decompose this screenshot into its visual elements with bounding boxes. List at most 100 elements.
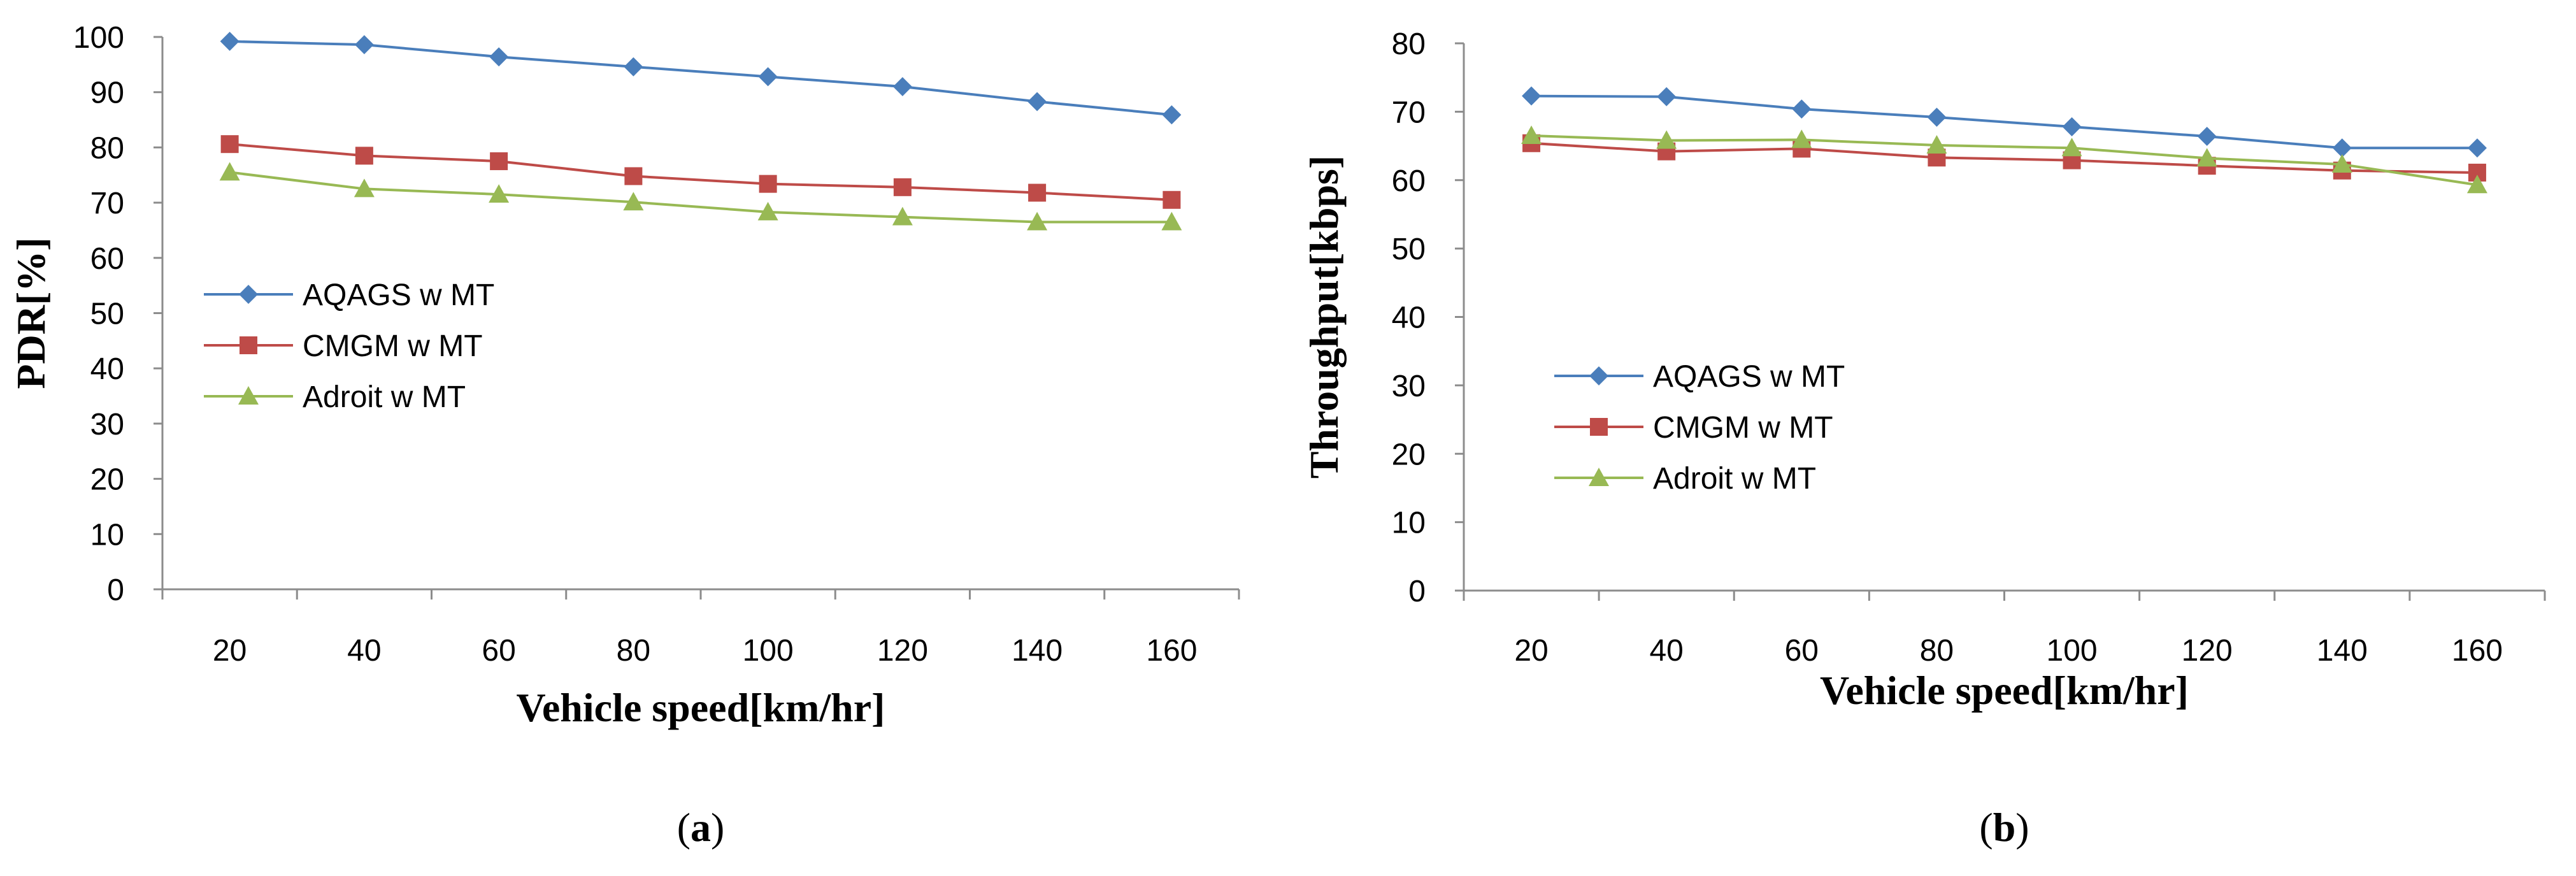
chart-b-legend-label: AQAGS w MT bbox=[1653, 360, 1845, 394]
chart-a-data-point bbox=[1028, 183, 1047, 202]
chart-b-data-point bbox=[1522, 86, 1542, 106]
chart-b-data-point bbox=[1927, 107, 1947, 127]
chart-a-data-point bbox=[623, 192, 644, 211]
chart-a-series-3 bbox=[219, 162, 1182, 231]
chart-a-caption: (a) bbox=[677, 805, 725, 850]
chart-a-y-axis-title: PDR[%] bbox=[8, 237, 54, 389]
chart-a-data-point bbox=[355, 147, 373, 165]
chart-b-throughput: 0 10 20 30 40 50 60 70 80 20 40 60 80 100 120 140 160 Veh… bbox=[1301, 27, 2546, 850]
chart-b-legend-marker bbox=[1590, 418, 1608, 436]
chart-b-data-point bbox=[2467, 138, 2487, 158]
chart-a-data-point bbox=[624, 167, 643, 185]
chart-a-data-point bbox=[489, 184, 510, 203]
chart-a-legend-marker bbox=[240, 336, 257, 354]
chart-b-x-tick-label: 20 bbox=[1514, 634, 1548, 668]
chart-b-data-point bbox=[2197, 127, 2217, 147]
chart-b-data-point bbox=[2062, 117, 2082, 136]
chart-b-legend-label: Adroit w MT bbox=[1653, 462, 1816, 496]
chart-a-series-line bbox=[229, 171, 1172, 224]
chart-b-data-point bbox=[1791, 129, 1812, 148]
chart-a-data-point bbox=[892, 77, 912, 97]
chart-a-data-point bbox=[354, 178, 375, 197]
chart-a-data-point bbox=[219, 162, 240, 181]
chart-a-x-tick-label: 40 bbox=[347, 634, 381, 668]
chart-b-x-tick-label: 120 bbox=[2182, 634, 2233, 668]
chart-b-y-tick-label: 20 bbox=[1392, 438, 1426, 471]
chart-a-y-tick-label: 30 bbox=[90, 408, 124, 442]
chart-a-legend-label: CMGM w MT bbox=[303, 329, 483, 363]
chart-a-x-tick-label: 80 bbox=[617, 634, 650, 668]
chart-a-series-line bbox=[229, 143, 1172, 201]
chart-a-data-point bbox=[759, 175, 777, 193]
chart-a-x-tick-label: 160 bbox=[1146, 634, 1197, 668]
chart-b-y-tick-label: 50 bbox=[1392, 233, 1426, 266]
chart-b-data-point bbox=[1926, 134, 1947, 154]
chart-b-legend-marker bbox=[1589, 468, 1609, 486]
chart-a-data-point bbox=[624, 57, 643, 76]
chart-b-x-tick-label: 40 bbox=[1649, 634, 1683, 668]
chart-b-series-3 bbox=[1521, 125, 2487, 194]
chart-b-data-point bbox=[2466, 175, 2487, 194]
chart-a-legend-label: Adroit w MT bbox=[303, 380, 466, 414]
chart-b-data-point bbox=[1656, 130, 1677, 149]
chart-a-x-axis-title: Vehicle speed[km/hr] bbox=[517, 685, 885, 730]
chart-a-data-point bbox=[893, 178, 912, 196]
chart-b-y-axis-title: Throughput[kbps] bbox=[1301, 155, 1347, 479]
chart-a-data-point bbox=[1161, 212, 1182, 231]
chart-b-data-point bbox=[2331, 154, 2352, 173]
chart-a-x-tick-label: 60 bbox=[482, 634, 515, 668]
chart-a-series-1 bbox=[220, 31, 1182, 125]
chart-a-data-point bbox=[490, 152, 508, 171]
chart-b-x-tick-label: 80 bbox=[1920, 634, 1954, 668]
chart-a-legend-marker bbox=[238, 386, 259, 405]
chart-a-y-tick-label: 100 bbox=[73, 21, 124, 55]
chart-a-data-point bbox=[489, 47, 509, 67]
chart-a-y-tick-label: 50 bbox=[90, 298, 124, 331]
chart-b-y-tick-label: 0 bbox=[1408, 575, 1426, 608]
chart-a-data-point bbox=[892, 206, 913, 226]
chart-a-x-tick-label: 140 bbox=[1012, 634, 1063, 668]
chart-a-y-tick-label: 60 bbox=[90, 242, 124, 276]
chart-b-x-tick-label: 60 bbox=[1785, 634, 1819, 668]
chart-a-data-point bbox=[1027, 212, 1048, 231]
chart-b-series-line bbox=[1531, 94, 2477, 150]
chart-a-y-tick-label: 0 bbox=[107, 573, 124, 607]
chart-b-x-tick-label: 160 bbox=[2452, 634, 2503, 668]
chart-b-y-tick-label: 70 bbox=[1392, 96, 1426, 129]
chart-a-x-tick-label: 20 bbox=[213, 634, 247, 668]
chart-b-series-line bbox=[1531, 141, 2477, 174]
chart-b-x-tick-label: 100 bbox=[2047, 634, 2098, 668]
chart-a-x-tick-label: 100 bbox=[743, 634, 794, 668]
chart-b-legend-marker bbox=[1589, 366, 1608, 385]
chart-a-y-tick-label: 10 bbox=[90, 518, 124, 552]
chart-a-data-point bbox=[220, 31, 240, 51]
chart-b-caption: (b) bbox=[1979, 805, 2029, 850]
chart-a-y-tick-label: 80 bbox=[90, 131, 124, 165]
chart-b-y-tick-label: 40 bbox=[1392, 301, 1426, 335]
chart-a-legend-marker bbox=[239, 285, 258, 304]
chart-b-data-point bbox=[1792, 99, 1812, 119]
chart-a-y-tick-label: 20 bbox=[90, 463, 124, 497]
chart-a-pdr: 0 10 20 30 40 50 60 70 80 90 100 20 40 60 80 100 120 140 1… bbox=[8, 21, 1240, 850]
chart-b-series-line bbox=[1531, 134, 2478, 187]
chart-a-data-point bbox=[1162, 105, 1182, 125]
chart-a-data-point bbox=[354, 35, 374, 55]
chart-a-data-point bbox=[1163, 190, 1181, 209]
chart-a-legend-label: AQAGS w MT bbox=[303, 278, 494, 312]
chart-b-y-tick-label: 10 bbox=[1392, 506, 1426, 540]
chart-b-x-tick-label: 140 bbox=[2317, 634, 2368, 668]
chart-b-data-point bbox=[1521, 125, 1542, 144]
chart-a-y-tick-label: 40 bbox=[90, 352, 124, 386]
chart-b-legend-label: CMGM w MT bbox=[1653, 411, 1833, 445]
chart-a-series-line bbox=[229, 39, 1172, 117]
chart-a-data-point bbox=[758, 67, 778, 87]
chart-b-data-point bbox=[1657, 87, 1677, 106]
chart-a-data-point bbox=[1027, 92, 1047, 111]
chart-b-data-point bbox=[2061, 138, 2082, 157]
chart-b-data-point bbox=[2332, 138, 2352, 158]
chart-a-legend: AQAGS w MT CMGM w MT Adroit w MT bbox=[204, 278, 494, 414]
chart-b-data-point bbox=[2196, 148, 2217, 167]
chart-b-legend: AQAGS w MT CMGM w MT Adroit w MT bbox=[1554, 360, 1845, 496]
chart-b-y-tick-label: 30 bbox=[1392, 370, 1426, 403]
